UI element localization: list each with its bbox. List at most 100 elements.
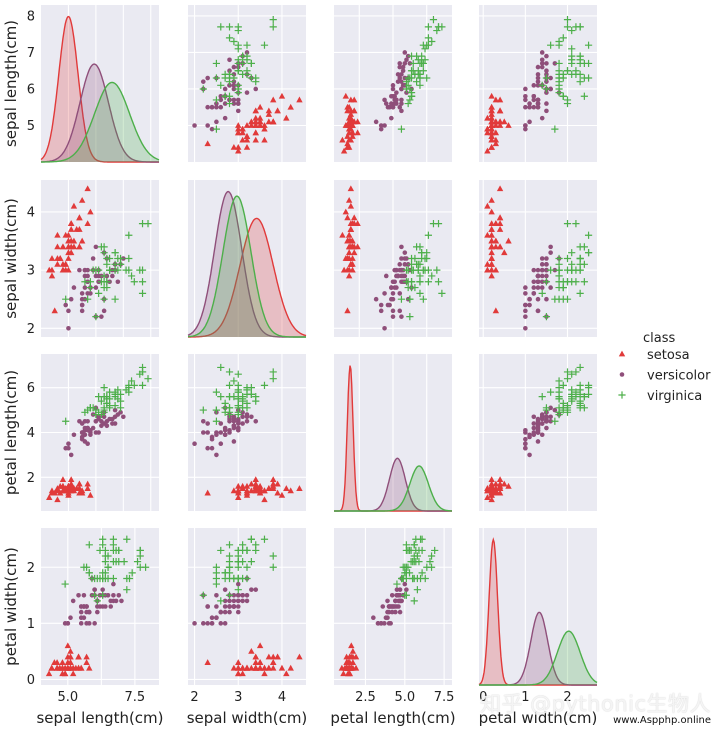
point-virginica xyxy=(100,295,108,303)
point-setosa xyxy=(265,118,273,125)
point-virginica xyxy=(269,16,277,24)
y-tick-label: 2 xyxy=(27,471,35,486)
point-versicolor xyxy=(214,452,219,458)
point-versicolor xyxy=(397,587,403,592)
point-virginica xyxy=(555,41,563,49)
y-tick-label: 6 xyxy=(27,82,35,97)
point-setosa xyxy=(73,485,80,491)
point-virginica xyxy=(424,34,432,42)
point-virginica xyxy=(103,260,111,268)
legend-title: class xyxy=(643,331,675,346)
point-versicolor xyxy=(240,421,245,426)
point-virginica xyxy=(397,295,406,303)
point-setosa xyxy=(505,122,512,128)
point-versicolor xyxy=(523,441,528,447)
point-versicolor xyxy=(399,314,404,319)
point-setosa xyxy=(488,111,495,117)
point-versicolor xyxy=(79,308,85,314)
point-virginica xyxy=(62,417,70,425)
point-setosa xyxy=(274,653,281,660)
point-virginica xyxy=(225,23,234,31)
kde-fill-setosa xyxy=(479,539,597,685)
point-virginica xyxy=(555,266,563,274)
point-versicolor xyxy=(378,308,384,314)
point-virginica xyxy=(212,96,221,104)
point-setosa xyxy=(345,122,353,128)
point-versicolor xyxy=(544,90,549,95)
point-setosa xyxy=(283,114,290,121)
point-versicolor xyxy=(388,621,393,626)
point-versicolor xyxy=(235,425,241,431)
point-setosa xyxy=(235,664,242,671)
point-versicolor xyxy=(112,407,118,413)
panel-3-3: 0 1 2 xyxy=(478,528,598,705)
point-versicolor xyxy=(399,86,404,92)
point-versicolor xyxy=(240,414,245,420)
point-versicolor xyxy=(209,126,215,132)
point-versicolor xyxy=(527,296,532,302)
point-setosa xyxy=(345,249,353,256)
point-setosa xyxy=(349,118,356,125)
point-virginica xyxy=(225,591,234,599)
point-virginica xyxy=(225,368,234,376)
point-virginica xyxy=(538,81,546,89)
kde-line-virginica xyxy=(187,195,306,338)
point-versicolor xyxy=(192,441,197,447)
point-versicolor xyxy=(548,418,553,424)
point-versicolor xyxy=(531,267,537,273)
point-virginica xyxy=(568,249,576,257)
legend-item-virginica: virginica xyxy=(618,389,702,404)
point-versicolor xyxy=(378,126,384,132)
point-virginica xyxy=(225,552,234,560)
point-virginica xyxy=(428,272,436,280)
point-virginica xyxy=(91,591,99,599)
point-versicolor xyxy=(531,291,537,296)
point-versicolor xyxy=(227,97,232,103)
point-virginica xyxy=(538,393,546,401)
point-setosa xyxy=(496,185,504,192)
point-versicolor xyxy=(523,97,528,103)
point-virginica xyxy=(410,552,418,560)
point-versicolor xyxy=(81,592,87,598)
point-virginica xyxy=(234,410,242,419)
point-versicolor xyxy=(231,439,237,444)
point-versicolor xyxy=(205,104,210,110)
point-setosa xyxy=(347,243,355,250)
point-versicolor xyxy=(218,104,224,110)
point-setosa xyxy=(270,482,277,489)
point-versicolor xyxy=(96,416,101,422)
point-versicolor xyxy=(222,587,228,592)
point-versicolor xyxy=(535,285,541,290)
point-versicolor xyxy=(200,621,206,626)
point-setosa xyxy=(484,260,491,267)
point-virginica xyxy=(133,558,142,566)
point-virginica xyxy=(243,546,251,555)
point-setosa xyxy=(61,670,69,677)
point-virginica xyxy=(584,41,593,49)
legend-marker-setosa xyxy=(618,350,626,357)
point-setosa xyxy=(344,307,351,314)
y-axis-label: petal width(cm) xyxy=(2,547,20,666)
point-setosa xyxy=(243,487,251,494)
point-virginica xyxy=(542,278,551,286)
point-setosa xyxy=(496,214,504,221)
point-versicolor xyxy=(539,279,545,285)
point-setosa xyxy=(230,664,238,671)
point-setosa xyxy=(204,659,211,665)
point-virginica xyxy=(111,295,119,303)
point-setosa xyxy=(488,107,495,114)
point-virginica xyxy=(212,388,221,396)
point-versicolor xyxy=(119,598,124,604)
point-setosa xyxy=(351,96,358,103)
point-virginica xyxy=(85,569,93,577)
point-versicolor xyxy=(404,587,409,592)
point-setosa xyxy=(261,125,268,132)
point-virginica xyxy=(125,388,133,396)
point-versicolor xyxy=(535,83,541,88)
point-virginica xyxy=(114,386,122,394)
point-versicolor xyxy=(397,592,403,598)
point-versicolor xyxy=(535,97,541,103)
point-virginica xyxy=(434,278,443,286)
point-versicolor xyxy=(84,604,89,609)
y-tick-label: 2 xyxy=(27,561,35,576)
